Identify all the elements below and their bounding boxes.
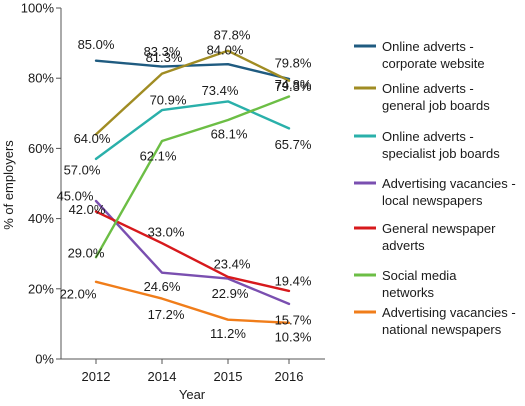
legend-item: Advertising vacancies - national newspape… — [354, 305, 516, 337]
legend-item: Social media networks — [354, 268, 457, 300]
series-line — [94, 280, 291, 324]
data-label: 84.0% — [207, 43, 244, 58]
legend-label: general job boards — [382, 98, 490, 113]
data-label: 85.0% — [78, 37, 115, 52]
legend-label: corporate website — [382, 56, 485, 71]
series-line — [94, 49, 291, 136]
y-tick-label: 40% — [28, 211, 54, 226]
series-line — [94, 59, 291, 81]
data-label: 57.0% — [64, 162, 101, 177]
series-line — [94, 100, 291, 161]
legend-item: Online adverts - general job boards — [354, 81, 490, 113]
legend-label: Advertising vacancies - — [382, 176, 516, 191]
data-label: 45.0% — [57, 189, 94, 204]
series-line — [94, 199, 291, 306]
x-axis-title: Year — [179, 387, 206, 402]
legend-item: General newspaper adverts — [354, 221, 496, 253]
data-label: 74.8% — [275, 77, 312, 92]
x-tick-label: 2012 — [82, 369, 111, 384]
data-label: 68.1% — [211, 126, 248, 141]
data-label: 65.7% — [275, 137, 312, 152]
y-tick-label: 60% — [28, 141, 54, 156]
x-tick-label: 2016 — [275, 369, 304, 384]
data-label: 17.2% — [148, 307, 185, 322]
data-label: 70.9% — [150, 93, 187, 108]
data-label: 42.0% — [69, 202, 106, 217]
data-label: 62.1% — [140, 149, 177, 164]
legend-item: Advertising vacancies - local newspapers — [354, 176, 516, 208]
legend-label: General newspaper — [382, 221, 496, 236]
data-label: 22.9% — [212, 286, 249, 301]
legend-label: local newspapers — [382, 193, 483, 208]
legend-label: networks — [382, 285, 435, 300]
y-tick-label: 80% — [28, 71, 54, 86]
data-label: 11.2% — [210, 326, 246, 341]
data-label: 19.4% — [275, 273, 312, 288]
legend-label: national newspapers — [382, 322, 502, 337]
data-label: 79.8% — [275, 55, 312, 70]
legend-label: Online adverts - — [382, 39, 474, 54]
legend-label: Advertising vacancies - — [382, 305, 516, 320]
x-tick-label: 2015 — [214, 369, 243, 384]
y-tick-label: 20% — [28, 281, 54, 296]
data-label: 29.0% — [68, 246, 105, 261]
x-tick-label: 2014 — [148, 369, 177, 384]
data-labels: 85.0% 83.3% 84.0% 79.8% 64.0% 81.3% 87.8% 79.3%… — [57, 27, 312, 344]
data-label: 87.8% — [214, 27, 251, 42]
data-label: 81.3% — [146, 50, 183, 65]
legend-label: specialist job boards — [382, 146, 500, 161]
legend-label: Social media — [382, 268, 457, 283]
legend-label: adverts — [382, 238, 425, 253]
data-label: 10.3% — [275, 329, 312, 344]
data-label: 64.0% — [74, 131, 111, 146]
legend-label: Online adverts - — [382, 129, 474, 144]
axes: 0% 20% 40% 60% 80% 100% 2012 2014 2015 2016 Year % … — [1, 1, 325, 402]
legend: Online adverts -corporate websiteOnline … — [354, 39, 516, 337]
y-tick-label: 0% — [35, 352, 54, 367]
data-label: 22.0% — [60, 286, 97, 301]
legend-item: Online adverts - specialist job boards — [354, 129, 500, 161]
data-label: 83.3% — [144, 44, 181, 59]
data-label: 23.4% — [214, 256, 251, 271]
series-line — [94, 95, 291, 259]
data-label: 79.3% — [275, 79, 312, 94]
data-label: 33.0% — [148, 225, 185, 240]
y-tick-label: 100% — [21, 1, 55, 16]
series-layer — [94, 49, 291, 324]
series-line — [94, 210, 291, 293]
data-label: 15.7% — [275, 312, 312, 327]
y-axis-title: % of employers — [1, 140, 16, 230]
data-label: 24.6% — [144, 279, 181, 294]
legend-item: Online adverts - corporate website — [354, 39, 485, 71]
data-label: 73.4% — [202, 83, 239, 98]
legend-label: Online adverts - — [382, 81, 474, 96]
